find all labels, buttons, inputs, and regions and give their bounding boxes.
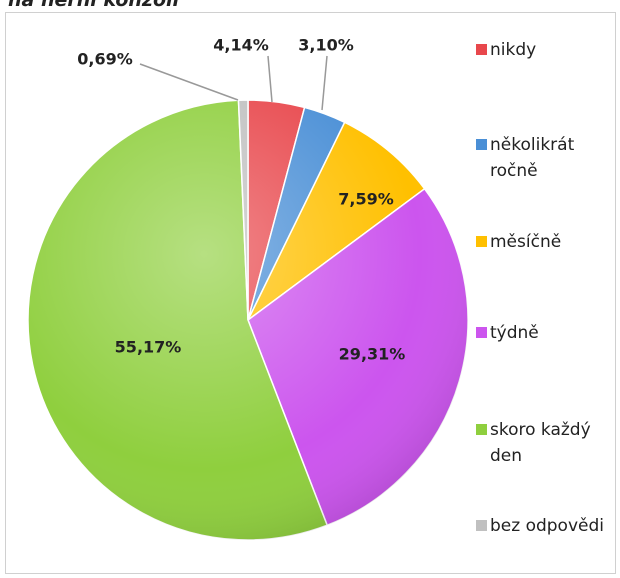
legend-label: bez odpovědi — [490, 516, 604, 536]
legend-label: měsíčně — [490, 232, 562, 252]
legend-swatch — [476, 424, 487, 435]
legend-swatch — [476, 520, 487, 531]
legend-swatch — [476, 327, 487, 338]
data-label: 55,17% — [115, 338, 182, 357]
legend-swatch — [476, 139, 487, 150]
legend-label: skoro každý den — [490, 420, 591, 466]
chart-title: na herní konzoli — [8, 0, 180, 11]
leader-line — [321, 55, 328, 111]
leader-line — [267, 55, 273, 103]
legend-swatch — [476, 236, 487, 247]
data-label: 3,10% — [298, 36, 354, 55]
data-label: 29,31% — [339, 345, 406, 364]
chart-frame — [5, 12, 616, 574]
legend-swatch — [476, 44, 487, 55]
data-label: 4,14% — [213, 36, 269, 55]
data-label: 7,59% — [338, 190, 394, 209]
data-label: 0,69% — [77, 50, 133, 69]
leader-line — [139, 63, 239, 101]
legend-label: několikrát ročně — [490, 135, 575, 181]
legend-label: týdně — [490, 323, 539, 343]
legend-label: nikdy — [490, 40, 537, 60]
